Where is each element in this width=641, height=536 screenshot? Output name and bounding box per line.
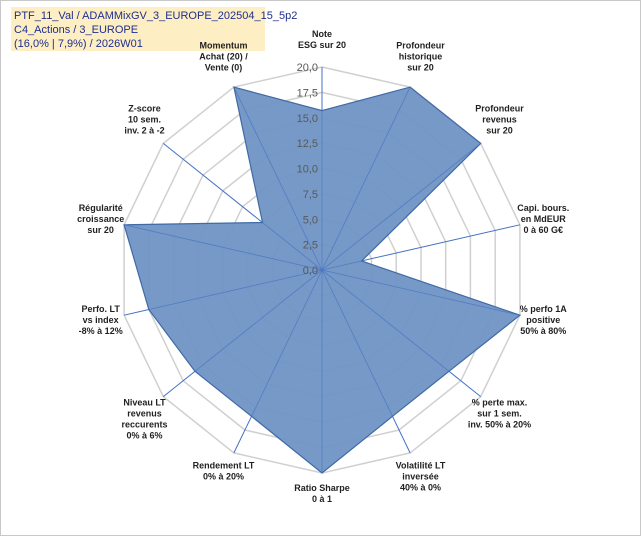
- axis-spoke-overlay-5: [321, 269, 450, 372]
- tick-label-1: 2,5: [303, 240, 318, 252]
- tick-label-2: 5,0: [303, 214, 318, 226]
- axis-label-4-line-2: 50% à 80%: [520, 326, 566, 336]
- axis-label-1-line-1: historique: [399, 52, 443, 62]
- axis-label-9-line-0: Niveau LT: [123, 398, 166, 408]
- axis-label-10-line-1: vs index: [83, 315, 119, 325]
- axis-label-10-line-0: Perfo. LT: [82, 304, 121, 314]
- axis-label-4-line-0: % perfo 1A: [520, 304, 568, 314]
- axis-label-11-line-2: sur 20: [87, 225, 114, 235]
- axis-spoke-overlay-2: [321, 143, 481, 271]
- axis-label-1-line-0: Profondeur: [396, 41, 445, 51]
- info-line-1: PTF_11_Val / ADAMMixGV_3_EUROPE_202504_1…: [14, 10, 298, 22]
- axis-spoke-overlay-1: [321, 86, 411, 271]
- axis-label-3-line-1: en MdEUR: [521, 214, 567, 224]
- info-line-3: (16,0% | 7,9%) / 2026W01: [14, 38, 143, 50]
- tick-label-0: 0,0: [303, 265, 318, 277]
- axis-label-5: % perte max.sur 1 sem.inv. 50% à 20%: [468, 398, 531, 430]
- axis-label-3-line-0: Capi. bours.: [517, 203, 569, 213]
- axis-label-10-line-2: -8% à 12%: [79, 326, 123, 336]
- tick-label-4: 10,0: [297, 164, 318, 176]
- axis-label-9-line-2: reccurents: [121, 420, 167, 430]
- axis-label-11-line-0: Régularité: [79, 203, 123, 213]
- axis-label-12-line-1: 10 sem.: [128, 115, 161, 125]
- axis-label-6-line-0: Volatilité LT: [396, 461, 446, 471]
- axis-spoke-overlay-12: [262, 222, 323, 271]
- axis-label-12-line-0: Z-score: [128, 104, 161, 114]
- axis-spoke-overlay-11: [124, 224, 323, 271]
- axis-label-2-line-1: revenus: [482, 115, 517, 125]
- radar-tick-labels: 0,0 2,5 5,0 7,5 10,0 12,5 15,0 17,5 20,0: [297, 62, 318, 277]
- axis-label-9-line-3: 0% à 6%: [126, 431, 162, 441]
- axis-label-3-line-2: 0 à 60 G€: [524, 225, 564, 235]
- axis-label-4-line-1: positive: [526, 315, 560, 325]
- axis-label-9-line-1: revenus: [127, 409, 162, 419]
- tick-label-7: 17,5: [297, 87, 318, 99]
- axis-label-8: Rendement LT0% à 20%: [193, 461, 255, 482]
- axis-spoke-overlay-6: [321, 269, 393, 417]
- axis-label-5-line-1: sur 1 sem.: [477, 409, 522, 419]
- tick-label-6: 15,0: [297, 113, 318, 125]
- portfolio-info-box: PTF_11_Val / ADAMMixGV_3_EUROPE_202504_1…: [11, 7, 298, 51]
- axis-label-12-line-2: inv. 2 à -2: [124, 126, 164, 136]
- axis-label-7-line-0: Ratio Sharpe: [294, 483, 350, 493]
- axis-label-8-line-1: 0% à 20%: [203, 472, 244, 482]
- tick-label-3: 7,5: [303, 189, 318, 201]
- axis-label-8-line-0: Rendement LT: [193, 461, 255, 471]
- axis-label-5-line-0: % perte max.: [472, 398, 528, 408]
- radar-series: [123, 86, 522, 474]
- axis-label-6-line-2: 40% à 0%: [400, 483, 441, 493]
- axis-spoke-overlay-8: [251, 269, 323, 417]
- axis-label-7-line-1: 0 à 1: [312, 494, 332, 504]
- axis-label-11-line-1: croissance: [77, 214, 124, 224]
- axis-label-13-line-0: Momentum: [200, 41, 248, 51]
- axis-label-0-line-1: ESG sur 20: [298, 40, 346, 50]
- axis-spoke-overlay-10: [148, 269, 323, 310]
- axis-spoke-overlay-9: [194, 269, 323, 372]
- info-line-2: C4_Actions / 3_EUROPE: [14, 24, 139, 36]
- axis-spoke-overlay-13: [233, 86, 323, 271]
- axis-label-0-line-0: Note: [312, 29, 332, 39]
- axis-label-5-line-2: inv. 50% à 20%: [468, 420, 531, 430]
- axis-label-2-line-0: Profondeur: [475, 104, 524, 114]
- tick-label-5: 12,5: [297, 138, 318, 150]
- axis-spoke-overlay-4: [321, 269, 520, 316]
- axis-label-13-line-2: Vente (0): [205, 63, 243, 73]
- axis-label-13-line-1: Achat (20) /: [199, 52, 248, 62]
- axis-label-2-line-2: sur 20: [486, 126, 513, 136]
- tick-label-8: 20,0: [297, 62, 318, 74]
- axis-label-6-line-1: inversée: [402, 472, 439, 482]
- axis-label-1-line-2: sur 20: [407, 63, 434, 73]
- axis-spoke-overlay-3: [321, 260, 362, 271]
